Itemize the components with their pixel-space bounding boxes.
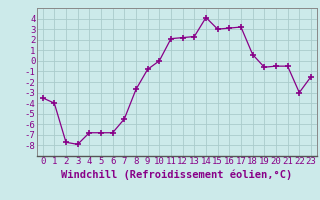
X-axis label: Windchill (Refroidissement éolien,°C): Windchill (Refroidissement éolien,°C): [61, 169, 292, 180]
